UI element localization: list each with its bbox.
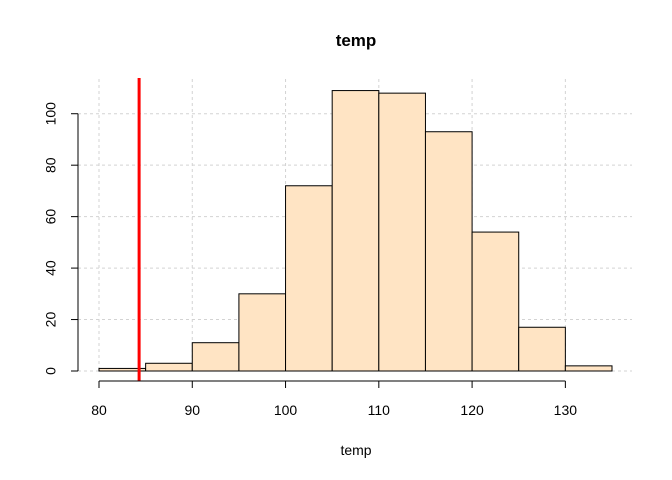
y-tick-label: 0 <box>43 367 59 375</box>
y-tick-label: 20 <box>43 312 59 328</box>
histogram-bar <box>331 90 380 372</box>
histogram-bar <box>238 293 287 372</box>
histogram-bar <box>518 326 566 372</box>
histogram-bar <box>471 231 520 372</box>
x-tick-label: 110 <box>368 402 391 418</box>
x-axis-label: temp <box>340 442 371 458</box>
histogram-bar <box>564 365 613 372</box>
y-tick-label: 100 <box>43 102 59 126</box>
histogram-bar <box>285 185 333 372</box>
y-tick-label: 40 <box>43 260 59 276</box>
x-tick-label: 130 <box>554 402 578 418</box>
y-tick-label: 80 <box>43 157 59 173</box>
x-tick-label: 90 <box>184 402 200 418</box>
histogram-bar <box>424 131 473 372</box>
axes: 80 90 100 110 120 130 0 20 40 60 80 100 <box>43 102 578 418</box>
chart-title: temp <box>336 31 377 50</box>
x-tick-label: 100 <box>274 402 298 418</box>
histogram-bar <box>145 362 193 372</box>
histogram-bar <box>378 92 426 372</box>
histogram-bar <box>191 342 240 372</box>
y-tick-label: 60 <box>43 209 59 225</box>
x-tick-label: 120 <box>460 402 484 418</box>
x-tick-label: 80 <box>91 402 107 418</box>
bars <box>98 90 613 372</box>
